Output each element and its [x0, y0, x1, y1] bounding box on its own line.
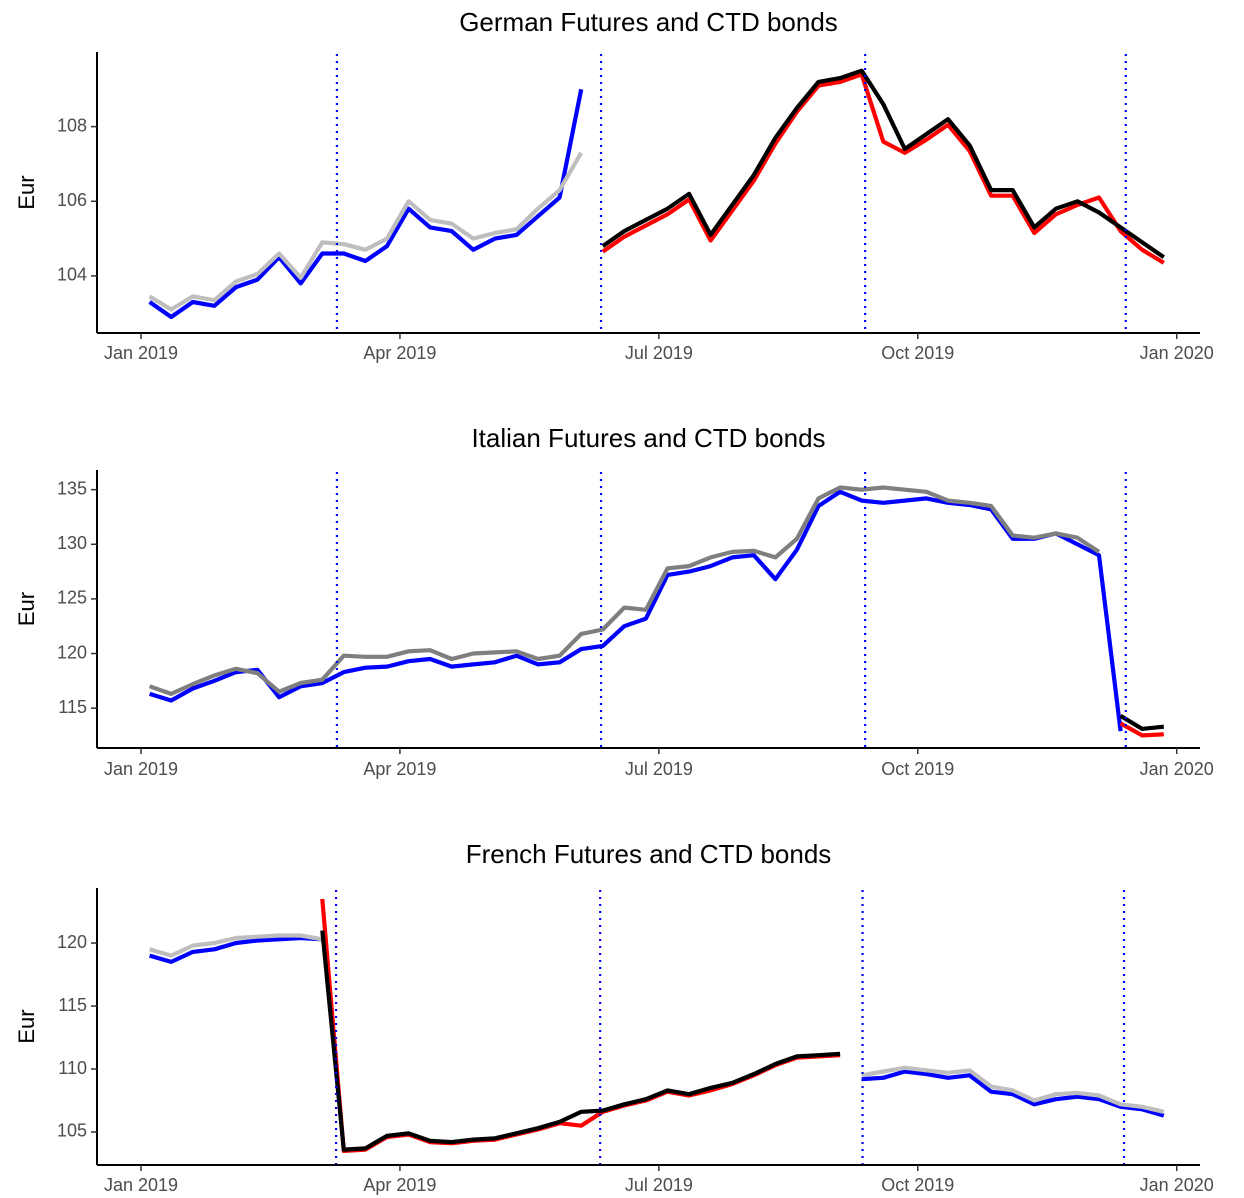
series-line: [320, 930, 841, 1152]
x-tick-label: Apr 2019: [363, 1175, 436, 1195]
series-line: [148, 485, 1101, 696]
series-line: [148, 88, 584, 320]
x-tick-label: Oct 2019: [881, 343, 954, 363]
x-tick-label: Jan 2019: [104, 1175, 178, 1195]
y-tick-label: 104: [57, 265, 87, 285]
x-tick-label: Jan 2019: [104, 759, 178, 779]
y-tick-label: 115: [58, 995, 87, 1015]
series-line: [601, 68, 1165, 259]
y-tick-label: 108: [57, 115, 87, 135]
series-line: [149, 935, 1165, 1118]
y-axis-label: Eur: [14, 1009, 39, 1043]
x-tick-label: Apr 2019: [363, 343, 436, 363]
y-tick-label: 130: [57, 533, 87, 553]
x-tick-label: Apr 2019: [363, 759, 436, 779]
x-tick-label: Jan 2019: [104, 343, 178, 363]
series-line: [1119, 721, 1164, 738]
y-axis-label: Eur: [14, 592, 39, 626]
series-line: [601, 72, 1165, 265]
y-tick-label: 125: [57, 588, 87, 608]
y-tick-label: 110: [58, 1058, 87, 1078]
x-tick-label: Jul 2019: [625, 343, 693, 363]
y-tick-label: 115: [58, 697, 87, 717]
x-tick-label: Jan 2020: [1140, 1175, 1214, 1195]
series-line: [149, 933, 1165, 1114]
y-tick-label: 135: [57, 478, 87, 498]
y-tick-label: 106: [57, 190, 87, 210]
series-line: [1119, 714, 1165, 731]
y-tick-label: 120: [57, 932, 87, 952]
chart-title: French Futures and CTD bonds: [466, 839, 832, 869]
x-tick-label: Oct 2019: [881, 759, 954, 779]
chart-title: German Futures and CTD bonds: [459, 7, 838, 37]
x-tick-label: Jan 2020: [1140, 343, 1214, 363]
chart-title: Italian Futures and CTD bonds: [471, 423, 825, 453]
x-tick-label: Jan 2020: [1140, 759, 1214, 779]
x-tick-label: Oct 2019: [881, 1175, 954, 1195]
series-line: [148, 151, 584, 312]
y-axis-label: Eur: [14, 175, 39, 209]
series-line: [148, 489, 1123, 732]
y-tick-label: 105: [57, 1121, 87, 1141]
x-tick-label: Jul 2019: [625, 1175, 693, 1195]
x-tick-label: Jul 2019: [625, 759, 693, 779]
y-tick-label: 120: [57, 642, 87, 662]
